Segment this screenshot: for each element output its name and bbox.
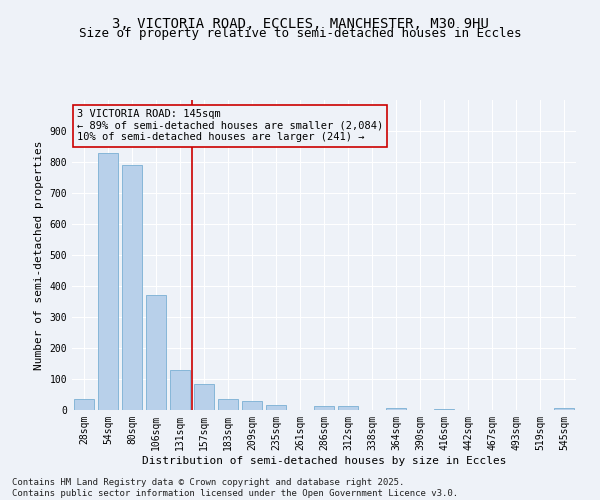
X-axis label: Distribution of semi-detached houses by size in Eccles: Distribution of semi-detached houses by … bbox=[142, 456, 506, 466]
Bar bbox=[170, 370, 190, 410]
Bar bbox=[74, 399, 94, 410]
Text: 3, VICTORIA ROAD, ECCLES, MANCHESTER, M30 9HU: 3, VICTORIA ROAD, ECCLES, MANCHESTER, M3… bbox=[112, 18, 488, 32]
Bar bbox=[242, 400, 262, 410]
Text: 3 VICTORIA ROAD: 145sqm
← 89% of semi-detached houses are smaller (2,084)
10% of: 3 VICTORIA ROAD: 145sqm ← 89% of semi-de… bbox=[77, 110, 383, 142]
Bar bbox=[146, 296, 166, 410]
Bar bbox=[434, 409, 454, 410]
Text: Contains HM Land Registry data © Crown copyright and database right 2025.
Contai: Contains HM Land Registry data © Crown c… bbox=[12, 478, 458, 498]
Y-axis label: Number of semi-detached properties: Number of semi-detached properties bbox=[34, 140, 44, 370]
Bar bbox=[98, 152, 118, 410]
Bar bbox=[314, 406, 334, 410]
Bar bbox=[122, 165, 142, 410]
Bar bbox=[338, 406, 358, 410]
Bar bbox=[386, 408, 406, 410]
Bar bbox=[194, 384, 214, 410]
Bar bbox=[218, 399, 238, 410]
Bar bbox=[554, 408, 574, 410]
Text: Size of property relative to semi-detached houses in Eccles: Size of property relative to semi-detach… bbox=[79, 28, 521, 40]
Bar bbox=[266, 406, 286, 410]
